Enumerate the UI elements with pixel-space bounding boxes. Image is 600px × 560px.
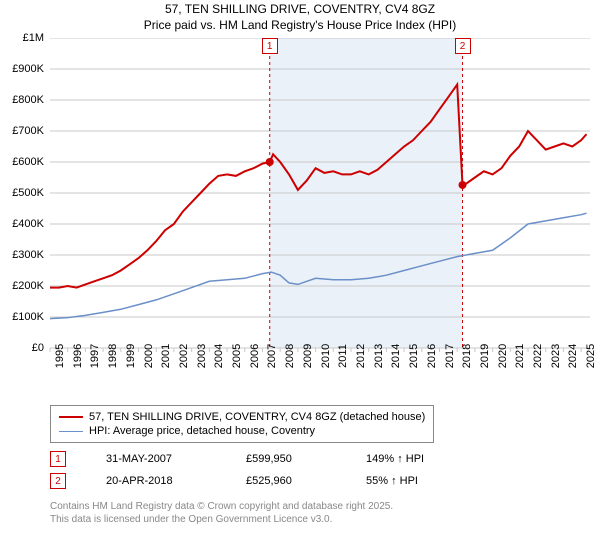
x-tick-label: 2002 (178, 344, 190, 368)
x-tick-label: 2021 (514, 344, 526, 368)
annotation-date: 31-MAY-2007 (106, 453, 246, 465)
annotation-row: 2 20-APR-2018£525,96055% ↑ HPI (50, 470, 486, 492)
y-tick-label: £600K (12, 156, 44, 168)
chart-area: £0 £100K £200K £300K £400K £500K £600K £700K £80… (0, 38, 600, 398)
x-tick-label: 2010 (320, 344, 332, 368)
x-tick-label: 2008 (284, 344, 296, 368)
y-tick-label: £1M (23, 32, 44, 44)
x-tick-label: 2023 (550, 344, 562, 368)
x-tick-label: 2013 (373, 344, 385, 368)
y-tick-label: £400K (12, 218, 44, 230)
marker-badge: 1 (262, 38, 278, 54)
x-tick-label: 2000 (143, 344, 155, 368)
annotation-delta: 149% ↑ HPI (366, 453, 486, 465)
y-tick-label: £900K (12, 63, 44, 75)
x-tick-label: 1995 (54, 344, 66, 368)
annotation-badge: 1 (50, 451, 66, 467)
title-line1: 57, TEN SHILLING DRIVE, COVENTRY, CV4 8G… (0, 2, 600, 18)
footer-line1: Contains HM Land Registry data © Crown c… (50, 500, 393, 513)
x-tick-label: 1998 (107, 344, 119, 368)
x-tick-label: 2020 (497, 344, 509, 368)
x-tick-label: 1999 (125, 344, 137, 368)
legend-label: HPI: Average price, detached house, Cove… (89, 425, 315, 437)
footer-line2: This data is licensed under the Open Gov… (50, 513, 393, 526)
y-tick-label: £0 (32, 342, 44, 354)
x-tick-label: 2009 (302, 344, 314, 368)
footer: Contains HM Land Registry data © Crown c… (50, 500, 393, 526)
x-tick-label: 2024 (567, 344, 579, 368)
x-tick-label: 2019 (479, 344, 491, 368)
legend-item: 57, TEN SHILLING DRIVE, COVENTRY, CV4 8G… (59, 410, 425, 424)
chart-title: 57, TEN SHILLING DRIVE, COVENTRY, CV4 8G… (0, 0, 600, 33)
annotation-price: £599,950 (246, 453, 366, 465)
x-tick-label: 2016 (426, 344, 438, 368)
legend-item: HPI: Average price, detached house, Cove… (59, 424, 425, 438)
x-tick-label: 2012 (355, 344, 367, 368)
legend: 57, TEN SHILLING DRIVE, COVENTRY, CV4 8G… (50, 405, 434, 443)
x-tick-label: 2018 (461, 344, 473, 368)
title-line2: Price paid vs. HM Land Registry's House … (0, 18, 600, 34)
legend-swatch (59, 431, 83, 432)
annotation-date: 20-APR-2018 (106, 475, 246, 487)
annotation-row: 1 31-MAY-2007£599,950149% ↑ HPI (50, 448, 486, 470)
annotation-price: £525,960 (246, 475, 366, 487)
x-tick-label: 2003 (196, 344, 208, 368)
legend-label: 57, TEN SHILLING DRIVE, COVENTRY, CV4 8G… (89, 411, 425, 423)
x-tick-label: 2025 (585, 344, 597, 368)
annotation-table: 1 31-MAY-2007£599,950149% ↑ HPI 2 20-APR-20… (50, 448, 486, 492)
y-tick-label: £200K (12, 280, 44, 292)
x-tick-label: 1996 (72, 344, 84, 368)
y-tick-label: £500K (12, 187, 44, 199)
marker-badge: 2 (455, 38, 471, 54)
x-tick-label: 2001 (160, 344, 172, 368)
annotation-delta: 55% ↑ HPI (366, 475, 486, 487)
y-tick-label: £700K (12, 125, 44, 137)
x-tick-label: 2014 (390, 344, 402, 368)
x-tick-label: 2017 (444, 344, 456, 368)
x-tick-label: 2022 (532, 344, 544, 368)
legend-swatch (59, 416, 83, 418)
y-tick-label: £800K (12, 94, 44, 106)
x-tick-label: 2005 (231, 344, 243, 368)
y-tick-label: £100K (12, 311, 44, 323)
y-tick-label: £300K (12, 249, 44, 261)
x-tick-label: 2015 (408, 344, 420, 368)
x-tick-label: 2004 (213, 344, 225, 368)
x-tick-label: 2006 (249, 344, 261, 368)
x-tick-label: 2007 (266, 344, 278, 368)
x-tick-label: 2011 (337, 344, 349, 368)
annotation-badge: 2 (50, 473, 66, 489)
x-tick-label: 1997 (89, 344, 101, 368)
